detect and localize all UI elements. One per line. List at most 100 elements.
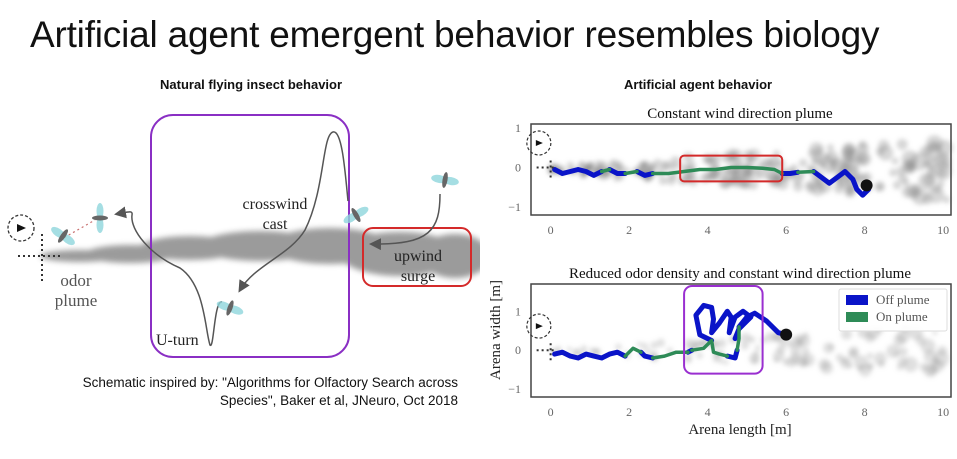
agent-end-point [780, 328, 793, 341]
plume-particle [932, 184, 942, 194]
on-plume-segment [623, 346, 643, 358]
y-axis-label: Arena width [m] [488, 280, 504, 380]
plume-particle [892, 180, 902, 190]
legend-swatch-off-plume [846, 295, 868, 305]
plume-particle [636, 341, 642, 347]
on-plume-segment [690, 338, 730, 358]
legend-swatch-on-plume [846, 312, 868, 322]
plume-particle [942, 196, 951, 204]
wind-direction-icon [7, 214, 35, 242]
x-tick-label: 2 [626, 223, 632, 237]
off-plume-segment [638, 349, 656, 361]
wind-arrow-icon [17, 224, 26, 232]
plume-particle [867, 362, 874, 369]
plume-particle [656, 338, 665, 347]
plume-particle [801, 347, 810, 356]
plume-particle [574, 350, 580, 356]
slide-title: Artificial agent emergent behavior resem… [30, 14, 880, 55]
trajectory [552, 165, 873, 198]
plume-particle [760, 157, 772, 169]
plume-particle [669, 156, 681, 168]
plume-particle [898, 347, 908, 357]
plume-particle [893, 351, 900, 357]
plume-particle [723, 359, 729, 365]
plume-particle [792, 174, 803, 185]
plume-particle [919, 362, 928, 372]
plot-reduced-density: Reduced odor density and constant wind d… [488, 266, 952, 438]
plume-particle [846, 148, 860, 162]
cast-label: cast [263, 216, 288, 233]
x-tick-label: 0 [548, 223, 554, 237]
legend-label-on-plume: On plume [876, 309, 928, 324]
plot-frame [530, 283, 952, 398]
plume-particle [897, 356, 908, 367]
agent-end-point [860, 179, 873, 192]
on-plume-segment [735, 325, 741, 352]
plume-particle [910, 152, 929, 171]
plume-particle [650, 341, 658, 349]
plume-particle [641, 342, 649, 350]
plume-particle [645, 348, 652, 355]
plume-particles [549, 323, 950, 378]
off-plume-segment [811, 169, 872, 198]
right-panel-heading: Artificial agent behavior [624, 77, 773, 92]
plume-particle [845, 184, 856, 195]
insect-icon [92, 203, 108, 233]
plume-particle [798, 158, 808, 168]
off-plume-segment [634, 169, 656, 178]
x-tick-label: 6 [783, 405, 789, 419]
wind-arrow-icon [535, 139, 543, 146]
citation-line-2: Species", Baker et al, JNeuro, Oct 2018 [219, 393, 458, 408]
plot-frame [530, 123, 952, 216]
plot-title: Constant wind direction plume [647, 106, 833, 122]
y-tick-label: 0 [515, 343, 521, 357]
on-plume-segment [650, 165, 784, 176]
plume-particle [782, 358, 790, 366]
plume-particle [692, 339, 700, 347]
citation: Schematic inspired by: "Algorithms for O… [40, 374, 458, 410]
legend-label-off-plume: Off plume [876, 292, 930, 307]
plume-particle [891, 157, 899, 165]
off-plume-segment [552, 349, 628, 361]
crosswind-cast-path [238, 131, 349, 293]
upwind-surge-path [369, 193, 441, 251]
plume-particle [651, 351, 658, 357]
plume-particle [718, 357, 724, 364]
plume-particle [696, 352, 703, 359]
plume-particle [719, 176, 732, 189]
citation-line-1: Schematic inspired by: "Algorithms for O… [82, 375, 458, 390]
plume-particle [812, 152, 828, 167]
plume-particle [661, 162, 670, 172]
plume-particle [800, 360, 808, 367]
plume-particle [734, 157, 744, 167]
x-tick-label: 0 [548, 405, 554, 419]
insect-behavior-schematic: odor plume crosswind cast upwind surge U… [7, 114, 480, 358]
x-tick-label: 8 [862, 405, 868, 419]
plume-particle [748, 336, 756, 344]
plume-particle [790, 164, 798, 172]
x-tick-label: 6 [783, 223, 789, 237]
plume-particle [740, 341, 749, 350]
insect-icon [431, 172, 459, 188]
plume-particle [896, 138, 908, 150]
plume-particle [775, 159, 786, 170]
plume-particle [795, 340, 804, 349]
u-turn-path [114, 206, 223, 346]
wind-direction-icon [526, 130, 552, 156]
plume-particle [684, 353, 692, 362]
on-plume-segment [599, 167, 612, 174]
x-tick-label: 4 [705, 405, 711, 419]
plume-particle [593, 347, 600, 355]
trajectory [552, 302, 793, 361]
plume-particle [820, 361, 833, 375]
upwind-surge-highlight-box [362, 227, 472, 287]
plume-particle [937, 345, 948, 356]
off-plume-segment [736, 310, 789, 338]
plume-particle [755, 345, 761, 351]
plume-particle [730, 170, 744, 183]
y-tick-label: 1 [515, 121, 521, 135]
plume-particle [587, 161, 595, 169]
x-tick-label: 2 [626, 405, 632, 419]
